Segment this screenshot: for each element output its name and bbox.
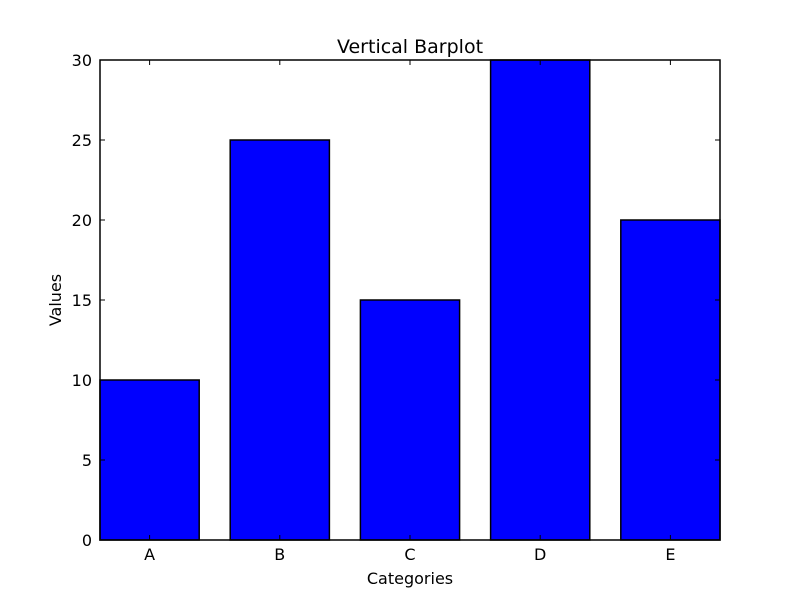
y-tick-label-25: 25 [72,131,92,150]
bar-a [99,379,200,541]
y-tick-label-30: 30 [72,51,92,70]
x-tick-label-c: C [404,545,415,564]
ticks-group [100,59,720,541]
y-tick-label-10: 10 [72,371,92,390]
x-tick-label-a: A [144,545,155,564]
y-tick-label-15: 15 [72,291,92,310]
x-tick-label-d: D [534,545,546,564]
bars-group [99,59,721,541]
tick-labels-group: A B C D E 0 5 10 15 20 25 30 [72,51,676,564]
x-axis-title: Categories [367,569,453,588]
y-axis-title: Values [46,274,65,326]
y-tick-label-5: 5 [82,451,92,470]
bar-e [620,219,721,541]
x-tick-label-b: B [274,545,285,564]
bar-d [489,59,591,541]
x-tick-label-e: E [665,545,675,564]
bar-c [359,299,461,541]
chart-title: Vertical Barplot [337,36,483,58]
y-tick-label-20: 20 [72,211,92,230]
y-tick-label-0: 0 [82,531,92,550]
bar-b [229,139,331,541]
